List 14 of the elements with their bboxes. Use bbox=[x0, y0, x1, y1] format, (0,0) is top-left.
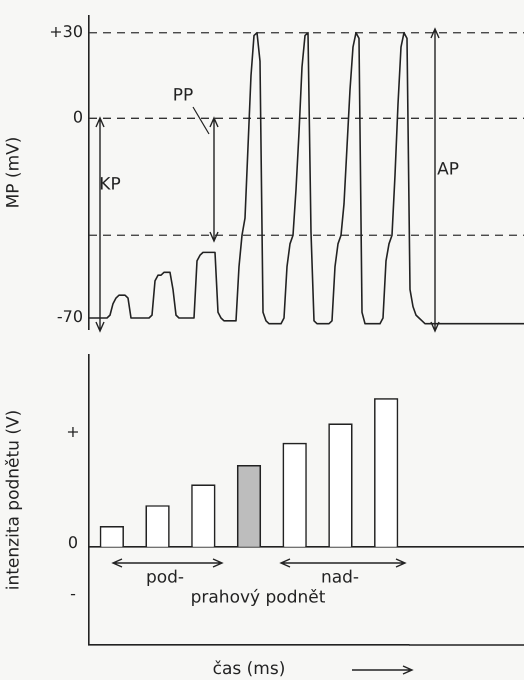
y-tick-label: +30 bbox=[49, 22, 83, 41]
x-axis-title: čas (ms) bbox=[212, 659, 286, 680]
y-axis-title: MP (mV) bbox=[4, 136, 24, 208]
text: - bbox=[70, 584, 76, 604]
y-tick-label: -70 bbox=[56, 307, 83, 326]
text: prahový podnět bbox=[190, 587, 326, 608]
annotation: KP bbox=[99, 174, 121, 194]
annotation: AP bbox=[437, 159, 459, 180]
text: + bbox=[66, 422, 80, 442]
text: pod- bbox=[146, 567, 184, 588]
y-axis-title: intenzita podnětu (V) bbox=[4, 410, 24, 590]
text: nad- bbox=[320, 567, 360, 588]
y-tick-label: 0 bbox=[72, 107, 83, 126]
annotation: PP bbox=[172, 85, 194, 106]
